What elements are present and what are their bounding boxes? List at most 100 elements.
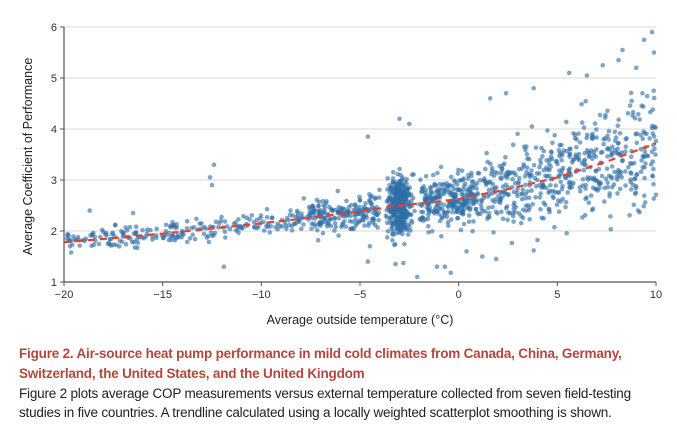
data-point — [589, 207, 595, 213]
data-point — [592, 121, 598, 126]
data-point — [649, 29, 655, 35]
data-point — [339, 224, 344, 230]
data-point — [312, 223, 318, 229]
data-point — [510, 142, 516, 148]
data-point — [117, 244, 122, 249]
data-point — [597, 112, 603, 118]
data-point — [133, 230, 138, 236]
data-point — [439, 186, 445, 192]
data-point — [222, 219, 228, 224]
data-point — [346, 204, 352, 210]
data-point — [474, 180, 480, 186]
data-point — [630, 109, 636, 115]
data-point — [559, 158, 564, 163]
data-point — [615, 146, 620, 152]
data-point — [599, 173, 605, 179]
data-point — [593, 154, 598, 159]
data-point — [64, 236, 70, 241]
data-point — [301, 196, 307, 201]
data-point — [444, 183, 450, 189]
data-point — [617, 186, 623, 192]
data-point — [579, 101, 584, 107]
data-point — [603, 176, 609, 182]
data-point — [310, 208, 316, 214]
data-point — [605, 146, 610, 152]
data-point — [500, 216, 506, 222]
data-point — [456, 167, 461, 173]
data-point — [484, 150, 490, 156]
data-point — [519, 196, 525, 202]
data-point — [608, 214, 613, 219]
data-point — [397, 116, 402, 122]
data-point — [477, 177, 483, 183]
data-point — [509, 240, 515, 246]
data-point — [489, 168, 495, 174]
data-point — [485, 159, 491, 165]
data-point — [77, 243, 82, 248]
data-point — [283, 223, 289, 228]
data-point — [191, 225, 197, 230]
data-point — [400, 182, 405, 188]
data-point — [236, 230, 241, 235]
data-point — [507, 170, 513, 176]
data-point — [586, 150, 591, 156]
data-point — [541, 216, 546, 221]
data-point — [483, 166, 488, 172]
data-point — [397, 166, 402, 172]
data-point — [653, 192, 659, 198]
data-point — [615, 191, 620, 196]
data-point — [336, 216, 342, 221]
data-point — [414, 274, 420, 280]
data-point — [653, 152, 658, 157]
data-point — [594, 178, 599, 184]
data-point — [635, 208, 641, 213]
data-point — [619, 174, 624, 180]
data-point — [417, 216, 423, 222]
data-point — [641, 37, 647, 43]
data-point — [534, 177, 540, 183]
data-point — [357, 194, 362, 200]
data-point — [130, 210, 136, 216]
data-point — [629, 187, 634, 192]
data-point — [650, 159, 656, 164]
data-point — [123, 225, 128, 230]
data-point — [148, 227, 153, 233]
data-point — [438, 164, 444, 170]
data-point — [173, 236, 179, 241]
data-point — [580, 176, 586, 182]
data-point — [608, 227, 614, 232]
data-point — [306, 204, 312, 210]
data-point — [583, 186, 588, 191]
data-point — [499, 189, 505, 195]
data-point — [581, 167, 587, 173]
data-point — [252, 225, 257, 230]
data-point — [638, 169, 644, 174]
data-point — [490, 204, 495, 210]
data-point — [322, 205, 328, 210]
data-point — [455, 171, 461, 176]
data-point — [197, 221, 202, 226]
data-point — [309, 226, 314, 232]
data-point — [89, 243, 94, 249]
data-point — [460, 202, 466, 208]
data-point — [640, 165, 646, 170]
data-point — [264, 206, 270, 212]
data-point — [520, 187, 526, 192]
data-point — [594, 135, 599, 140]
data-point — [420, 186, 425, 191]
data-point — [107, 242, 113, 247]
data-point — [503, 91, 509, 96]
data-point — [365, 134, 371, 139]
data-point — [393, 190, 399, 196]
data-point — [550, 140, 555, 146]
data-point — [590, 185, 596, 190]
data-point — [511, 189, 517, 195]
data-point — [643, 161, 648, 166]
data-point — [502, 161, 507, 166]
data-point — [471, 219, 476, 224]
data-point — [604, 166, 610, 172]
data-point — [579, 120, 585, 125]
data-point — [446, 223, 451, 228]
data-point — [402, 193, 408, 199]
data-point — [361, 214, 367, 219]
